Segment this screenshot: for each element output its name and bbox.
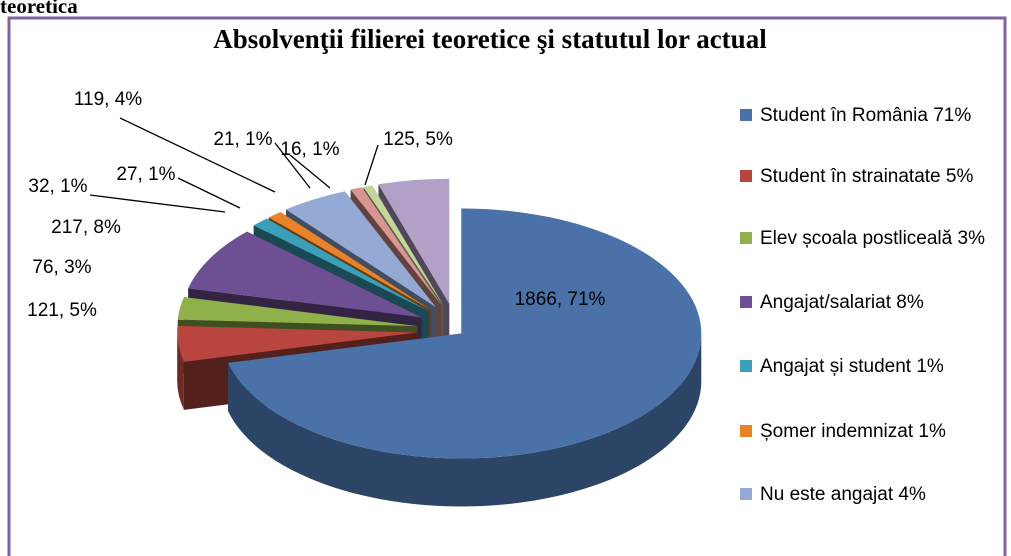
- legend-item: Șomer indemnizat 1%: [740, 416, 1002, 447]
- slice: [268, 212, 431, 310]
- legend-swatch: [740, 170, 752, 182]
- slice-side: [228, 333, 702, 507]
- slice: [285, 191, 436, 308]
- legend-swatch: [740, 488, 752, 500]
- header-text: teoretica: [0, 0, 78, 18]
- data-label: 1866, 71%: [515, 289, 606, 310]
- slice: [177, 325, 418, 362]
- slice: [378, 178, 450, 304]
- legend-label: Student în strainatate 5%: [760, 166, 974, 187]
- legend-swatch: [740, 232, 752, 244]
- legend-label: Student în România 71%: [760, 105, 972, 126]
- legend-item: Student în România 71%: [740, 100, 1002, 131]
- legend-swatch: [740, 296, 752, 308]
- legend-item: Angajat/salariat 8%: [740, 287, 1002, 318]
- slice: [228, 208, 702, 459]
- data-label: 32, 1%: [28, 176, 87, 197]
- legend-label: Angajat/salariat 8%: [760, 292, 924, 313]
- leader-line: [89, 194, 226, 213]
- slice: [177, 297, 418, 327]
- leader-line: [119, 117, 276, 193]
- data-label: 217, 8%: [51, 217, 121, 238]
- chart-title: Absolvenţii filierei teoretice şi statut…: [213, 24, 767, 54]
- legend-item: Student în strainatate 5%: [740, 161, 1002, 192]
- data-label: 119, 4%: [74, 89, 142, 110]
- legend-label: Nu este angajat 4%: [760, 484, 926, 505]
- slice: [253, 218, 429, 312]
- legend-swatch: [740, 425, 752, 437]
- slice: [363, 185, 444, 305]
- leader-line: [177, 177, 241, 209]
- legend-swatch: [740, 109, 752, 121]
- data-label: 121, 5%: [27, 300, 97, 321]
- legend-label: Angajat și student 1%: [760, 356, 944, 377]
- legend-label: Șomer indemnizat 1%: [760, 421, 946, 442]
- slice: [188, 231, 422, 318]
- legend-item: Angajat și student 1%: [740, 351, 1002, 382]
- slice-side: [177, 332, 184, 410]
- data-label: 16, 1%: [280, 139, 339, 160]
- leader-line: [364, 144, 379, 186]
- data-label: 21, 1%: [213, 129, 272, 150]
- legend-item: Elev școala postliceală 3%: [740, 223, 1002, 254]
- data-label: 125, 5%: [383, 129, 453, 150]
- leader-line: [274, 142, 311, 189]
- data-label: 76, 3%: [32, 257, 91, 278]
- leader-line: [289, 154, 331, 189]
- legend-item: Nu este angajat 4%: [740, 479, 1002, 510]
- slice: [350, 187, 442, 306]
- legend-label: Elev școala postliceală 3%: [760, 228, 985, 249]
- legend-swatch: [740, 360, 752, 372]
- data-label: 27, 1%: [116, 164, 175, 185]
